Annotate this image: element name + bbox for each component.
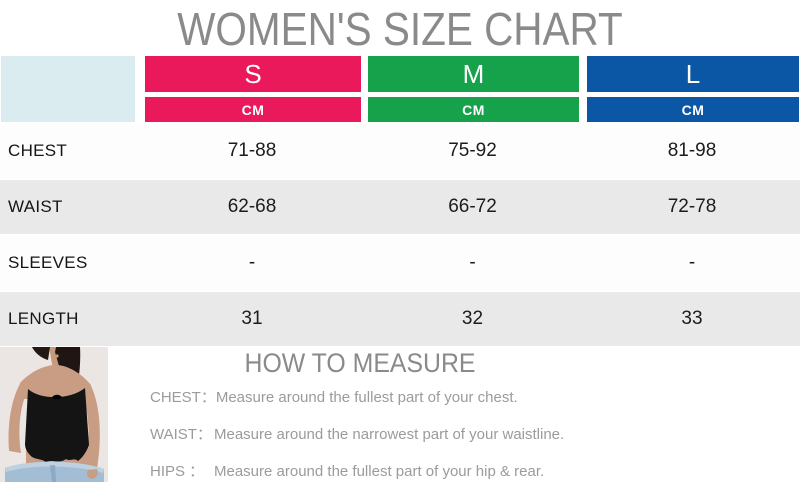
row-label-waist: WAIST [8, 197, 63, 216]
unit-cell-s: CM [145, 97, 361, 122]
measure-instructions: CHEST： Measure around the fullest part o… [130, 387, 690, 482]
table-row-sleeves: SLEEVES - - - [0, 236, 800, 290]
sleeves-value-s: - [248, 252, 256, 273]
measure-text-hips: Measure around the fullest part of your … [214, 463, 545, 480]
measure-label-waist: WAIST： [150, 426, 212, 443]
waist-value-m: 66-72 [448, 196, 497, 217]
model-photo [0, 347, 108, 482]
measure-item-hips: HIPS ： Measure around the fullest part o… [150, 461, 690, 482]
waist-value-l: 72-78 [667, 196, 717, 217]
how-to-measure-heading: HOW TO MEASURE [244, 348, 476, 378]
measure-text-chest: Measure around the fullest part of your … [215, 389, 518, 406]
row-label-sleeves: SLEEVES [8, 253, 88, 272]
chest-value-m: 75-92 [448, 140, 497, 161]
length-value-l: 33 [681, 308, 703, 329]
chest-value-l: 81-98 [667, 140, 717, 161]
sleeves-value-l: - [688, 252, 696, 273]
size-table-header: S M L CM CM CM [1, 56, 799, 122]
row-label-length: LENGTH [8, 309, 79, 328]
size-table-body: CHEST 71-88 75-92 81-98 WAIST 62-68 66-7… [0, 124, 800, 346]
sleeves-value-m: - [469, 252, 476, 273]
chest-value-s: 71-88 [227, 140, 277, 161]
size-header-s: S [145, 56, 361, 92]
length-value-s: 31 [241, 308, 263, 329]
measure-label-hips: HIPS ： [150, 463, 205, 480]
size-header-m: M [368, 56, 579, 92]
measure-item-waist: WAIST： Measure around the narrowest part… [150, 424, 690, 446]
measure-text-waist: Measure around the narrowest part of you… [214, 426, 565, 443]
table-row-waist: WAIST 62-68 66-72 72-78 [0, 180, 800, 234]
table-row-chest: CHEST 71-88 75-92 81-98 [0, 124, 800, 178]
table-corner-cell [1, 56, 135, 122]
size-header-l: L [587, 56, 799, 92]
length-value-m: 32 [461, 308, 484, 329]
unit-cell-l: CM [587, 97, 799, 122]
how-to-measure-section: HOW TO MEASURE CHEST： Measure around the… [130, 347, 690, 482]
table-row-length: LENGTH 31 32 33 [0, 292, 800, 346]
unit-cell-m: CM [368, 97, 579, 122]
measure-item-chest: CHEST： Measure around the fullest part o… [150, 387, 690, 409]
row-label-chest: CHEST [8, 141, 68, 160]
page-title: WOMEN'S SIZE CHART [177, 2, 623, 55]
measure-label-chest: CHEST： [150, 389, 216, 406]
waist-value-s: 62-68 [227, 196, 277, 217]
